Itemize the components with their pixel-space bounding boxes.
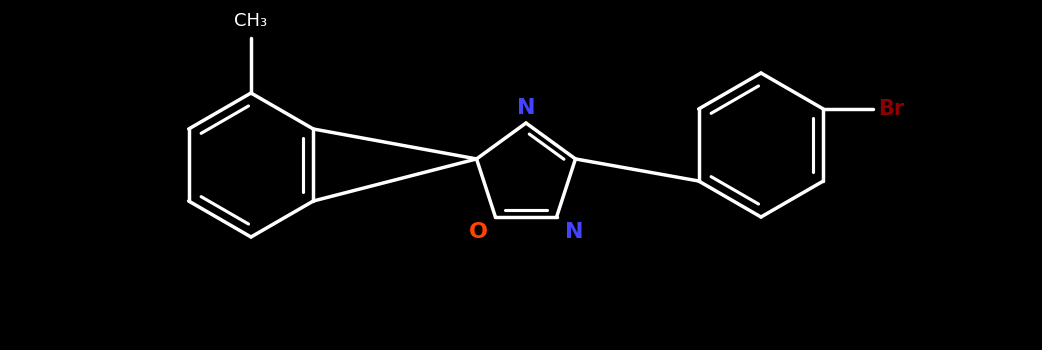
Text: N: N xyxy=(517,98,536,118)
Text: O: O xyxy=(469,222,488,242)
Text: CH₃: CH₃ xyxy=(234,12,268,30)
Text: N: N xyxy=(565,222,584,242)
Text: Br: Br xyxy=(878,99,904,119)
